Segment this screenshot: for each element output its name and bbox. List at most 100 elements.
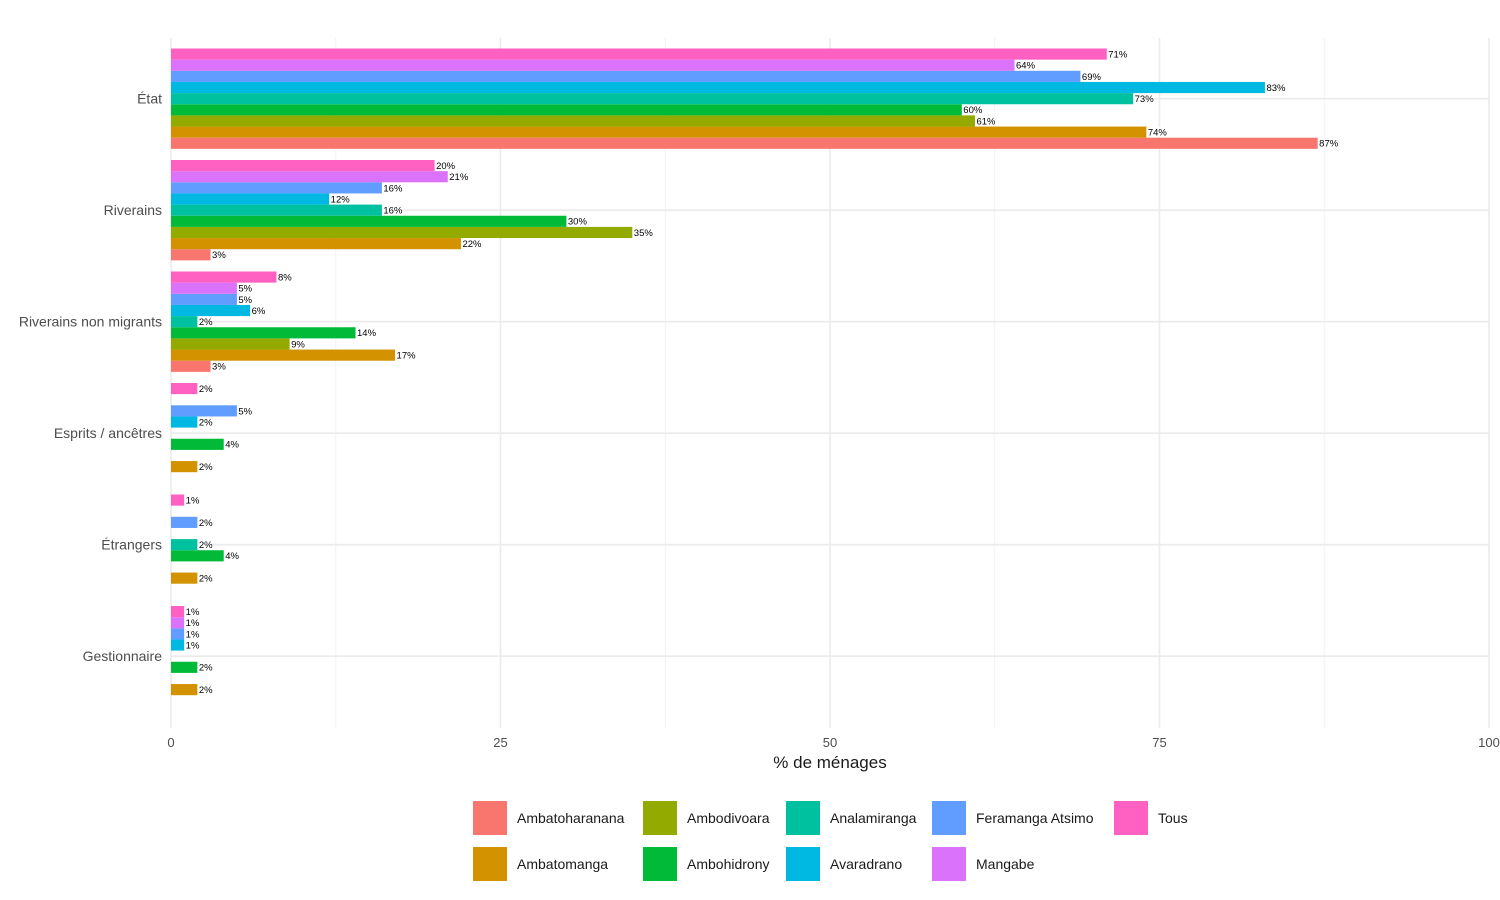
bar-etrangers-tous [171, 494, 185, 506]
bar-esprits-ancetres-avaradrano [171, 416, 198, 428]
x-tick-label: 100 [1478, 735, 1500, 750]
legend-item-ambatoharanana: Ambatoharanana [473, 801, 625, 835]
category-label-gestionnaire: Gestionnaire [83, 648, 163, 664]
data-label-riverains-non-migrants-analamiranga: 2% [199, 317, 213, 328]
data-label-etrangers-ambatomanga: 2% [199, 574, 213, 585]
legend-item-feramanga-atsimo: Feramanga Atsimo [932, 801, 1094, 835]
legend-label: Ambatoharanana [517, 810, 625, 826]
y-axis-category-labels: État Riverains Riverains non migrants Espri… [19, 91, 163, 664]
bar-etat-ambohidrony [171, 104, 962, 116]
data-label-etat-tous: 71% [1108, 49, 1128, 60]
bar-etrangers-ambohidrony [171, 550, 224, 562]
data-label-bg [184, 495, 199, 506]
data-label-bg [276, 272, 291, 283]
data-label-bg [197, 383, 212, 394]
data-label-gestionnaire-avaradrano: 1% [186, 640, 200, 651]
bar-etat-mangabe [171, 59, 1015, 71]
data-label-riverains-ambohidrony: 30% [568, 217, 588, 228]
bar-esprits-ancetres-feramanga-atsimo [171, 405, 237, 417]
legend-swatch [786, 801, 820, 835]
bar-gestionnaire-ambatomanga [171, 684, 198, 696]
bar-riverains-non-migrants-analamiranga [171, 316, 198, 328]
legend-label: Avaradrano [830, 856, 902, 872]
data-label-esprits-ancetres-feramanga-atsimo: 5% [238, 406, 252, 417]
data-label-bg [1146, 127, 1167, 138]
bar-etat-ambatomanga [171, 126, 1147, 138]
x-tick-label: 25 [493, 735, 507, 750]
data-label-bg [197, 573, 212, 584]
category-label-etrangers: Étrangers [101, 537, 162, 553]
data-label-bg [197, 517, 212, 528]
data-label-riverains-non-migrants-tous: 8% [278, 272, 292, 283]
data-label-bg [962, 104, 982, 115]
bar-riverains-ambohidrony [171, 215, 567, 227]
data-label-bg [382, 205, 403, 216]
bar-riverains-feramanga-atsimo [171, 182, 382, 194]
data-label-bg [290, 339, 304, 349]
data-label-bg [356, 327, 376, 338]
bar-riverains-non-migrants-ambatoharanana [171, 360, 211, 372]
legend-item-analamiranga: Analamiranga [786, 801, 917, 835]
bar-gestionnaire-tous [171, 606, 185, 618]
bar-riverains-non-migrants-ambohidrony [171, 327, 356, 339]
legend-swatch [786, 847, 820, 881]
data-label-etrangers-tous: 1% [186, 495, 200, 506]
bar-etrangers-ambatomanga [171, 572, 198, 584]
legend-label: Ambodivoara [687, 810, 770, 826]
data-label-bg [461, 238, 482, 249]
bar-riverains-analamiranga [171, 204, 382, 216]
legend-item-mangabe: Mangabe [932, 847, 1035, 881]
data-label-bg [211, 361, 225, 372]
bar-etat-ambatoharanana [171, 137, 1318, 149]
data-label-bg [1318, 138, 1338, 149]
legend-swatch [473, 847, 507, 881]
data-label-bg [1015, 60, 1035, 71]
data-label-etat-ambatoharanana: 87% [1319, 139, 1339, 150]
data-label-bg [237, 405, 252, 416]
bars-layer [171, 48, 1318, 696]
bar-riverains-non-migrants-avaradrano [171, 304, 251, 317]
legend-item-ambodivoara: Ambodivoara [643, 801, 770, 835]
data-label-bg [197, 316, 212, 327]
data-label-esprits-ancetres-tous: 2% [199, 384, 213, 395]
data-labels-layer: 87% 74% 61%60% 73% 83% 69% 64% 71% 3% 22% 35% 30% 16… [184, 49, 1339, 696]
data-label-etat-feramanga-atsimo: 69% [1082, 72, 1102, 83]
bar-riverains-non-migrants-ambodivoara [171, 338, 290, 350]
bar-riverains-non-migrants-feramanga-atsimo [171, 293, 237, 305]
x-tick-label: 0 [167, 735, 174, 750]
data-label-esprits-ancetres-avaradrano: 2% [199, 417, 213, 428]
data-label-bg [211, 249, 225, 260]
data-label-bg [224, 550, 239, 561]
data-label-bg [448, 171, 468, 182]
data-label-etrangers-analamiranga: 2% [199, 540, 213, 551]
data-label-riverains-analamiranga: 16% [383, 206, 403, 217]
data-label-gestionnaire-ambatomanga: 2% [199, 685, 213, 696]
bar-etrangers-analamiranga [171, 539, 198, 551]
category-label-esprits-ancetres: Esprits / ancêtres [54, 425, 162, 441]
data-label-bg [632, 227, 653, 238]
bar-gestionnaire-ambohidrony [171, 661, 198, 673]
data-label-etat-ambatomanga: 74% [1148, 128, 1168, 139]
data-label-riverains-non-migrants-avaradrano: 6% [252, 306, 266, 317]
data-label-etrangers-feramanga-atsimo: 2% [199, 518, 213, 529]
legend-item-tous: Tous [1114, 801, 1188, 835]
category-label-riverains: Riverains [104, 202, 162, 218]
legend-label: Analamiranga [830, 810, 917, 826]
legend-swatch [643, 847, 677, 881]
legend-label: Ambohidrony [687, 856, 770, 872]
data-label-etat-analamiranga: 73% [1135, 94, 1155, 105]
data-label-bg [382, 182, 403, 193]
data-label-riverains-non-migrants-ambatoharanana: 3% [212, 362, 226, 373]
data-label-bg [237, 283, 252, 294]
legend-swatch [643, 801, 677, 835]
bar-gestionnaire-mangabe [171, 617, 185, 629]
data-label-bg [1133, 93, 1154, 104]
bar-riverains-non-migrants-tous [171, 271, 277, 283]
bar-gestionnaire-feramanga-atsimo [171, 628, 185, 640]
data-label-bg [184, 617, 199, 628]
bar-esprits-ancetres-ambatomanga [171, 461, 198, 473]
data-label-riverains-mangabe: 21% [449, 172, 469, 183]
data-label-bg [237, 294, 252, 305]
data-label-bg [329, 194, 350, 204]
